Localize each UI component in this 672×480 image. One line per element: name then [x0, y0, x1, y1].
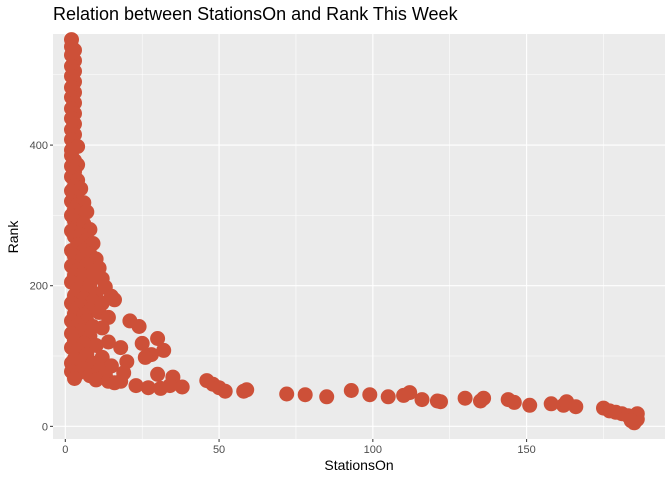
data-point: [457, 390, 473, 406]
data-point: [506, 394, 522, 410]
data-point: [67, 371, 82, 386]
data-point: [113, 340, 129, 356]
data-point: [297, 387, 313, 403]
data-point: [402, 385, 418, 401]
data-point: [279, 386, 295, 402]
data-point: [433, 394, 448, 410]
data-point: [380, 389, 396, 405]
data-point: [543, 396, 559, 412]
data-point: [319, 389, 335, 405]
data-point: [131, 319, 147, 334]
x-axis-title: StationsOn: [324, 457, 393, 473]
data-point: [88, 372, 104, 388]
x-tick-label: 0: [62, 444, 68, 456]
data-point: [107, 292, 122, 308]
data-point: [162, 378, 178, 394]
y-axis-title: Rank: [5, 220, 21, 254]
data-point: [113, 373, 129, 389]
data-point: [174, 379, 190, 395]
data-point: [239, 382, 255, 398]
y-tick-label: 400: [30, 140, 48, 152]
data-point: [343, 383, 359, 398]
x-tick-label: 50: [213, 444, 225, 456]
y-tick-label: 0: [42, 421, 48, 433]
data-point: [94, 320, 110, 336]
data-point: [137, 349, 153, 365]
data-point: [88, 338, 104, 353]
major-gridlines: [53, 34, 665, 439]
y-tick-label: 200: [30, 281, 48, 293]
plot-panel: [53, 34, 665, 439]
chart-title: Relation between StationsOn and Rank Thi…: [53, 4, 458, 24]
data-point: [156, 342, 172, 358]
minor-gridlines: [53, 34, 665, 439]
x-tick-label: 100: [364, 444, 382, 456]
data-point: [522, 397, 538, 413]
data-point: [79, 204, 95, 220]
data-point: [150, 331, 166, 346]
data-point: [568, 399, 584, 415]
data-point: [134, 335, 150, 351]
data-point: [623, 413, 639, 429]
data-point: [217, 383, 233, 399]
x-tick-label: 150: [517, 444, 535, 456]
x-axis-ticks: 0 50 100 150: [62, 439, 536, 456]
data-point: [414, 392, 430, 408]
data-point: [150, 366, 166, 382]
data-point: [100, 334, 116, 350]
data-point: [476, 390, 492, 406]
data-point: [362, 387, 378, 403]
data-point: [140, 380, 156, 396]
data-point: [128, 378, 144, 394]
data-points: [64, 32, 645, 431]
y-axis-ticks: 0 200 400: [30, 140, 53, 433]
